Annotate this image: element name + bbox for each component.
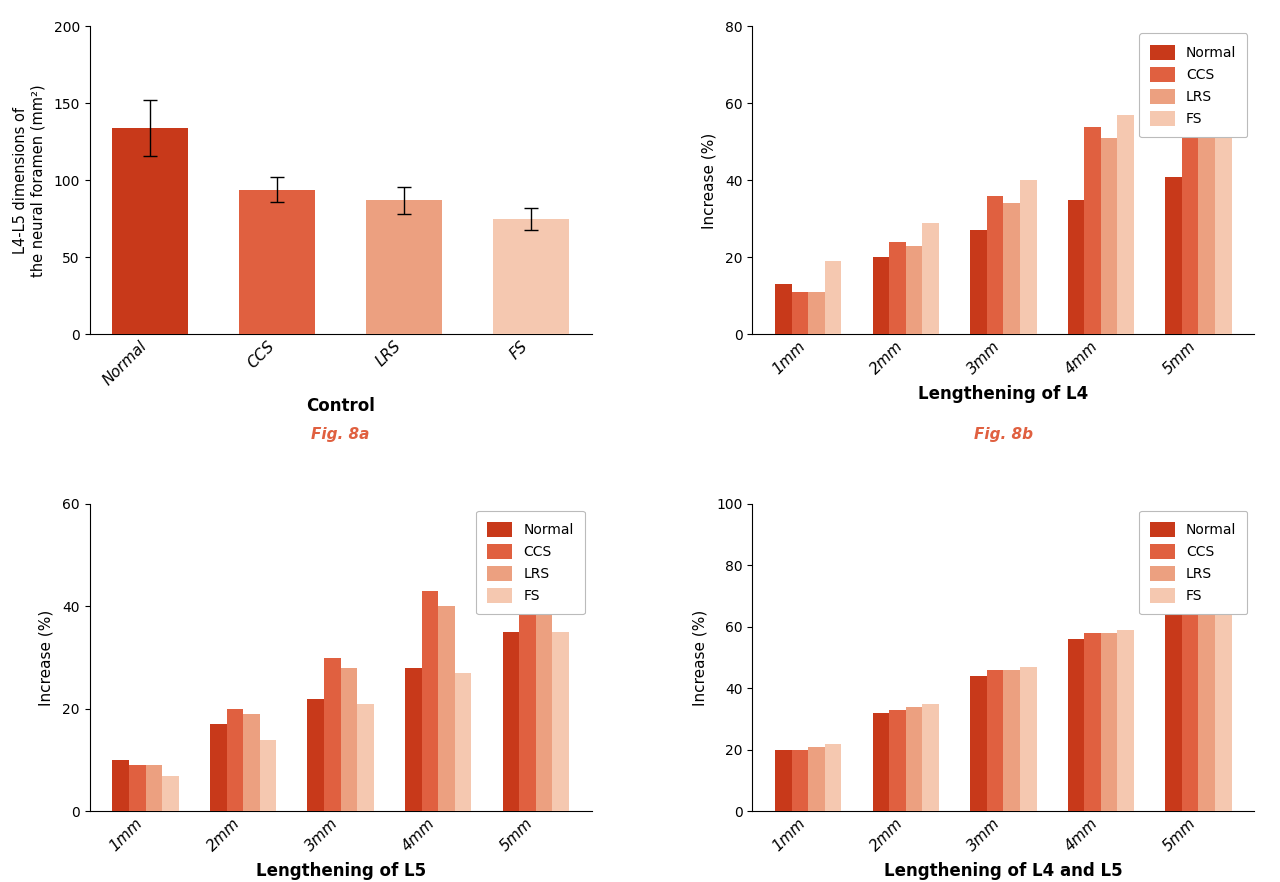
Bar [1101, 138, 1117, 334]
Legend: Normal, CCS, LRS, FS: Normal, CCS, LRS, FS [1139, 511, 1248, 615]
Bar [873, 258, 890, 334]
Bar [808, 747, 824, 811]
Y-axis label: Increase (%): Increase (%) [701, 132, 717, 228]
Bar [792, 750, 808, 811]
Bar [890, 710, 906, 811]
Bar [906, 706, 923, 811]
Bar [1004, 669, 1020, 811]
Bar [307, 699, 324, 811]
Bar [923, 223, 940, 334]
Bar [1117, 115, 1134, 334]
Bar [324, 657, 340, 811]
Text: Fig. 8a: Fig. 8a [311, 427, 370, 442]
Bar [1068, 639, 1084, 811]
Bar [404, 668, 421, 811]
Bar [243, 714, 260, 811]
Bar [776, 284, 792, 334]
Bar [1068, 199, 1084, 334]
Bar [113, 128, 188, 334]
Bar [227, 709, 243, 811]
Bar [210, 724, 227, 811]
Bar [146, 766, 163, 811]
Bar [1181, 57, 1198, 334]
Bar [421, 591, 438, 811]
Bar [808, 292, 824, 334]
Bar [552, 632, 568, 811]
X-axis label: Lengthening of L4: Lengthening of L4 [918, 385, 1088, 403]
Bar [1020, 181, 1037, 334]
Bar [503, 632, 520, 811]
Bar [1215, 49, 1231, 334]
Bar [987, 196, 1004, 334]
Bar [1215, 562, 1231, 811]
Bar [113, 760, 129, 811]
Bar [357, 704, 374, 811]
Bar [1101, 633, 1117, 811]
Bar [536, 545, 552, 811]
Bar [1165, 176, 1181, 334]
Bar [824, 261, 841, 334]
Bar [366, 200, 442, 334]
Bar [520, 519, 536, 811]
Bar [1198, 587, 1215, 811]
Bar [493, 219, 568, 334]
Bar [438, 606, 454, 811]
Bar [260, 740, 276, 811]
Bar [970, 676, 987, 811]
Bar [792, 292, 808, 334]
Y-axis label: Increase (%): Increase (%) [692, 609, 708, 706]
Legend: Normal, CCS, LRS, FS: Normal, CCS, LRS, FS [476, 511, 585, 615]
Y-axis label: Increase (%): Increase (%) [38, 609, 54, 706]
Bar [340, 668, 357, 811]
Bar [1084, 633, 1101, 811]
Bar [776, 750, 792, 811]
Legend: Normal, CCS, LRS, FS: Normal, CCS, LRS, FS [1139, 34, 1248, 138]
Bar [890, 242, 906, 334]
Bar [906, 246, 923, 334]
Bar [1165, 605, 1181, 811]
Bar [987, 669, 1004, 811]
Bar [129, 766, 146, 811]
Bar [873, 713, 890, 811]
Bar [923, 704, 940, 811]
Bar [1020, 667, 1037, 811]
X-axis label: Lengthening of L4 and L5: Lengthening of L4 and L5 [884, 863, 1123, 880]
Bar [1117, 630, 1134, 811]
Bar [1084, 126, 1101, 334]
Bar [239, 190, 315, 334]
Bar [1198, 65, 1215, 334]
Y-axis label: L4-L5 dimensions of
the neural foramen (mm²): L4-L5 dimensions of the neural foramen (… [13, 84, 45, 277]
Bar [970, 230, 987, 334]
Bar [1181, 580, 1198, 811]
Text: Fig. 8b: Fig. 8b [974, 427, 1033, 442]
Bar [454, 673, 471, 811]
Bar [824, 744, 841, 811]
Bar [163, 775, 179, 811]
X-axis label: Control: Control [306, 397, 375, 415]
X-axis label: Lengthening of L5: Lengthening of L5 [256, 863, 426, 880]
Bar [1004, 204, 1020, 334]
